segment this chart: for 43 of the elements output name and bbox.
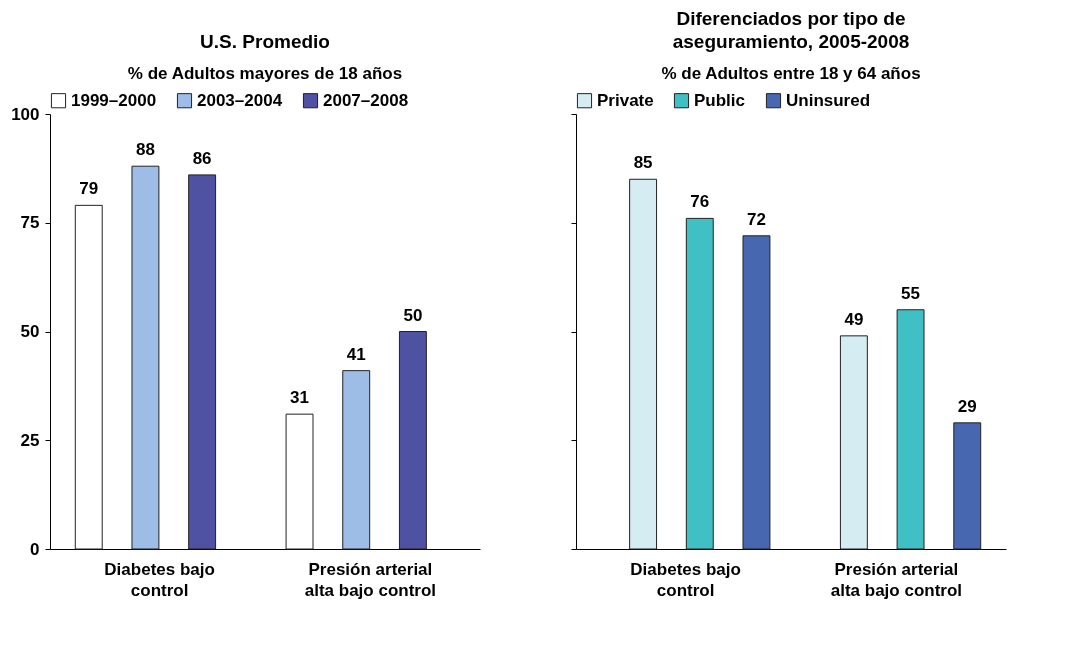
bar [896, 309, 925, 550]
chart-subtitle: % de Adultos mayores de 18 años [127, 64, 403, 83]
chart-title: U.S. Promedio [200, 31, 330, 52]
data-label: 72 [747, 209, 766, 229]
legend-label: Public [694, 90, 746, 110]
chart-subtitle: % de Adultos entre 18 y 64 años [661, 64, 921, 83]
bar [953, 422, 982, 550]
bar [839, 335, 868, 550]
data-label: 85 [633, 153, 653, 173]
y-tick-label: 100 [11, 104, 40, 124]
bar [342, 370, 371, 550]
legend-label: 2003–2004 [197, 90, 283, 110]
data-label: 29 [957, 396, 977, 416]
chart-title: Diferenciados por tipo de aseguramiento, 2005-2008 [672, 8, 910, 52]
data-label: 76 [690, 192, 710, 212]
bar [74, 204, 103, 550]
legend-label: 1999–2000 [71, 90, 157, 110]
bar [398, 331, 427, 550]
data-label: 31 [290, 388, 309, 408]
data-label: 50 [403, 305, 423, 325]
bar [629, 178, 658, 550]
legend-label: Uninsured [786, 90, 871, 110]
y-tick-label: 0 [30, 539, 40, 559]
y-tick-label: 25 [20, 430, 40, 450]
x-tick-label: Diabetes bajo control [630, 559, 741, 600]
bar [131, 165, 160, 550]
bar [742, 235, 771, 550]
x-tick-label: Diabetes bajo control [104, 559, 215, 600]
bar [285, 413, 314, 550]
y-tick-label: 75 [20, 213, 40, 233]
data-label: 79 [79, 179, 99, 199]
data-label: 55 [901, 283, 921, 303]
legend-label: 2007–2008 [323, 90, 409, 110]
y-tick-label: 50 [20, 322, 40, 341]
bar [188, 174, 217, 550]
data-label: 41 [346, 344, 366, 364]
data-label: 86 [192, 148, 212, 168]
bar [685, 217, 714, 550]
data-label: 88 [135, 140, 155, 160]
x-tick-label: Presión arterial alta bajo control [304, 559, 437, 600]
data-label: 49 [844, 309, 864, 329]
x-tick-label: Presión arterial alta bajo control [830, 559, 963, 600]
legend-label: Private [597, 90, 654, 110]
